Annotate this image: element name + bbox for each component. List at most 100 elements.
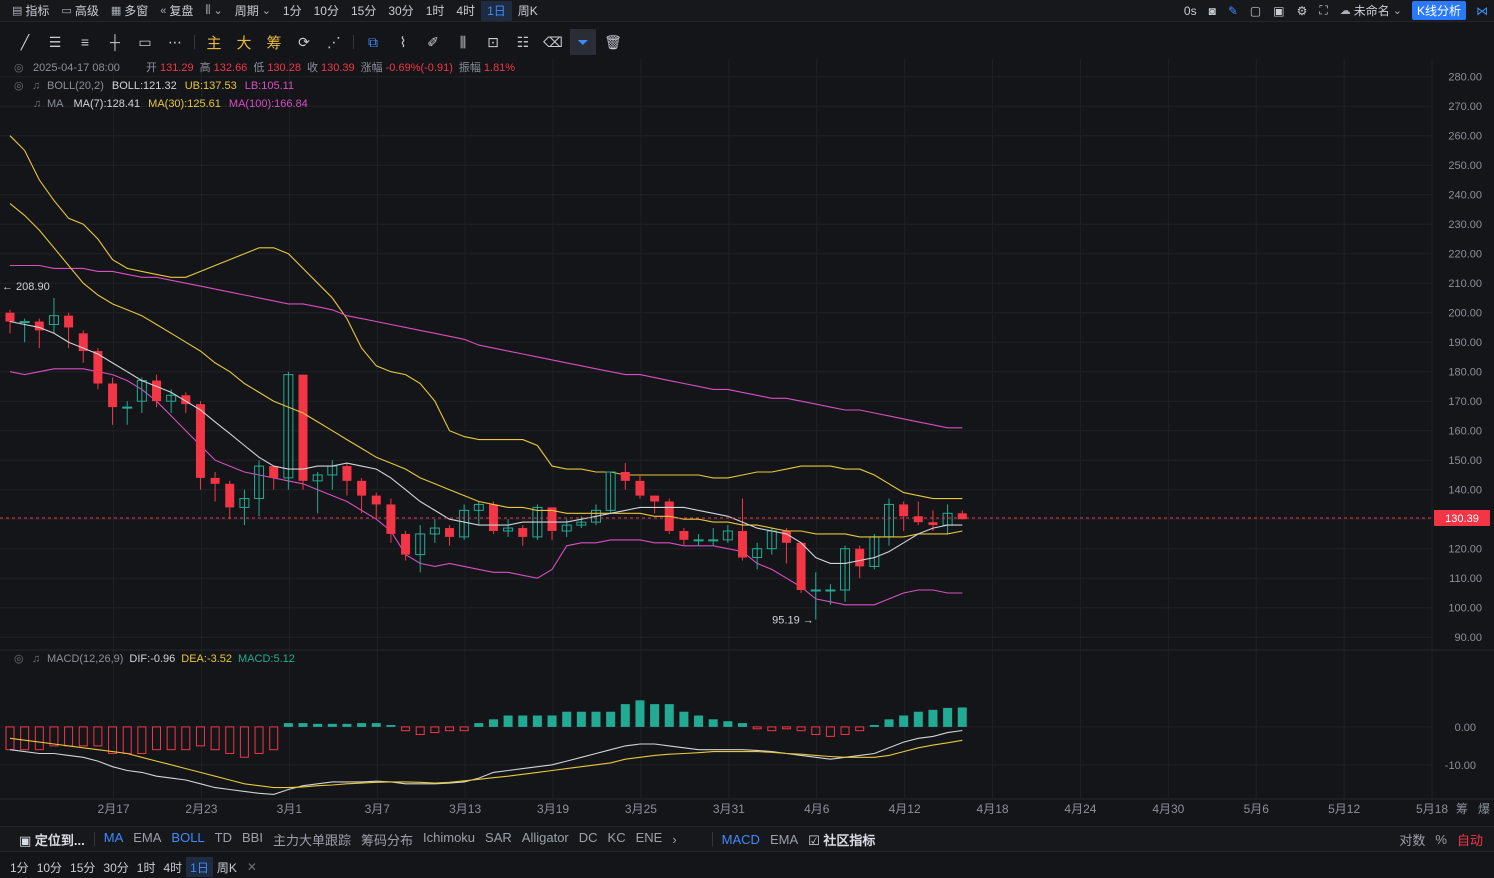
period-menu[interactable]: 周期 ⌄: [229, 1, 277, 21]
chart-area[interactable]: 280.00 270.00 260.00 250.00 240.00 230.00 220.…: [0, 59, 1494, 825]
sub-indicator-0[interactable]: MACD: [721, 831, 760, 847]
dea-line: [9, 737, 963, 789]
candle-body: [576, 521, 587, 526]
camera-icon[interactable]: ◙: [1208, 3, 1216, 18]
close-icon[interactable]: ✕: [246, 860, 257, 874]
period-5[interactable]: 4时: [163, 860, 183, 875]
macd-histogram-bar: [181, 726, 191, 751]
interval-7[interactable]: 周K: [517, 4, 538, 18]
macd-histogram-bar: [825, 726, 835, 737]
period-3[interactable]: 30分: [103, 860, 129, 875]
share-icon[interactable]: ⋈: [1476, 3, 1488, 18]
main-indicator-6[interactable]: 筹码分布: [361, 832, 414, 848]
candle-body: [547, 507, 557, 531]
advanced-menu[interactable]: ▭ 高级: [55, 1, 104, 21]
main-indicator-10[interactable]: DC: [578, 829, 598, 845]
macd-histogram-bar: [576, 711, 586, 727]
ruler-icon[interactable]: ⌇: [399, 33, 407, 50]
parallel-channel-icon[interactable]: ≡: [80, 34, 90, 50]
interval-0[interactable]: 1分: [282, 4, 302, 18]
fullscreen-icon[interactable]: ⛶: [1319, 3, 1328, 17]
lock-icon[interactable]: ⊡: [487, 33, 499, 50]
chevron-right-icon[interactable]: ›: [672, 831, 677, 847]
interval-5[interactable]: 4时: [456, 4, 476, 18]
brush-icon[interactable]: ✐: [427, 33, 439, 50]
toggle-icon[interactable]: ◎: [14, 62, 24, 74]
auto-scale-button[interactable]: 自动: [1456, 832, 1483, 848]
main-indicator-4[interactable]: BBI: [242, 829, 263, 845]
indicator-menu[interactable]: ▤ 指标: [6, 1, 55, 21]
candle-body: [312, 474, 323, 482]
period-1[interactable]: 10分: [36, 860, 63, 875]
toggle-icon[interactable]: ◎: [14, 653, 24, 665]
chip-button[interactable]: 筹: [266, 34, 282, 52]
bell-icon[interactable]: ♫: [32, 80, 40, 92]
bell-icon[interactable]: ♫: [33, 98, 41, 110]
more-tools-icon[interactable]: ⋯: [168, 33, 182, 50]
period-list: 1分 10分 15分 30分 1时 4时 1日 周K: [6, 857, 241, 877]
toggle-icon[interactable]: ◎: [14, 80, 24, 92]
main-chart-button[interactable]: 主: [206, 34, 222, 52]
edit-list-icon[interactable]: ☷: [516, 33, 530, 50]
multi-window-menu[interactable]: ▦ 多窗: [105, 1, 154, 21]
trash-icon[interactable]: 🗑: [604, 33, 622, 50]
main-indicator-7[interactable]: Ichimoku: [423, 829, 476, 845]
period-0[interactable]: 1分: [10, 860, 29, 875]
interval-3[interactable]: 30分: [388, 4, 414, 18]
candle-body: [708, 539, 719, 542]
eraser-icon[interactable]: ⌫: [543, 33, 563, 50]
interval-4[interactable]: 1时: [425, 4, 445, 18]
macd-histogram-bar: [884, 719, 894, 727]
open-label: 开: [146, 62, 157, 74]
filter-icon[interactable]: ⏷: [570, 29, 596, 55]
replay-label: 复盘: [169, 4, 194, 18]
period-6[interactable]: 1日: [186, 857, 213, 877]
big-order-button[interactable]: 大: [236, 34, 252, 52]
main-indicator-3[interactable]: TD: [214, 829, 233, 845]
settings-icon[interactable]: ⚙: [1296, 3, 1308, 18]
main-indicator-11[interactable]: KC: [607, 829, 626, 845]
pencil-icon[interactable]: ✎: [1227, 3, 1238, 18]
locate-button[interactable]: ▣ 定位到...: [19, 832, 85, 848]
period-2[interactable]: 15分: [70, 860, 96, 875]
main-indicator-12[interactable]: ENE: [635, 829, 663, 845]
main-indicator-2[interactable]: BOLL: [171, 829, 205, 845]
community-indicator-button[interactable]: ☑ 社区指标: [808, 832, 876, 848]
main-indicator-8[interactable]: SAR: [485, 829, 512, 845]
period-7[interactable]: 周K: [216, 860, 237, 875]
trend-line-icon[interactable]: ╱: [20, 33, 30, 50]
interval-6[interactable]: 1日: [481, 0, 512, 21]
candle-icon[interactable]: ⫼: [459, 33, 467, 50]
main-indicator-0[interactable]: MA: [103, 829, 124, 845]
percent-scale-button[interactable]: %: [1435, 831, 1447, 847]
macd-info: MACD(12,26,9) DIF:-0.96 DEA:-3.52 MACD:5.12: [47, 653, 295, 665]
interval-2[interactable]: 15分: [350, 4, 377, 18]
candle-body: [166, 394, 177, 402]
layout-icon[interactable]: ▣: [1273, 3, 1285, 18]
horizontal-lines-icon[interactable]: ☰: [48, 33, 62, 50]
candle-body: [342, 466, 352, 481]
ma-name: MA: [47, 98, 64, 110]
price-tick-label: 240.00: [1448, 190, 1482, 202]
comment-icon[interactable]: ▢: [1249, 3, 1262, 18]
magnet-icon[interactable]: ⋰: [327, 33, 341, 50]
chart-type-menu[interactable]: ⫼ ⌄: [199, 1, 228, 21]
sub-indicator-list: MACD EMA: [717, 832, 803, 847]
main-indicator-5[interactable]: 主力大单跟踪: [272, 832, 351, 848]
interval-1[interactable]: 10分: [313, 4, 339, 18]
main-indicator-1[interactable]: EMA: [133, 829, 162, 845]
kline-analysis-button[interactable]: K线分析: [1411, 1, 1466, 20]
sub-indicator-1[interactable]: EMA: [769, 831, 799, 847]
copy-icon[interactable]: ⧉: [368, 33, 378, 50]
log-scale-button[interactable]: 对数: [1399, 832, 1426, 848]
replay-menu[interactable]: «复盘: [154, 1, 199, 21]
sync-icon[interactable]: ⟳: [298, 33, 310, 50]
horizontal-ray-icon[interactable]: ┼: [110, 34, 120, 50]
bell-icon[interactable]: ♫: [32, 653, 40, 665]
ma-lines: [9, 203, 963, 564]
period-4[interactable]: 1时: [136, 860, 156, 875]
layout-name-menu[interactable]: ☁ 未命名 ⌄: [1334, 1, 1408, 21]
main-indicator-9[interactable]: Alligator: [521, 829, 569, 845]
divider: [711, 832, 713, 846]
rectangle-icon[interactable]: ▭: [138, 33, 152, 50]
